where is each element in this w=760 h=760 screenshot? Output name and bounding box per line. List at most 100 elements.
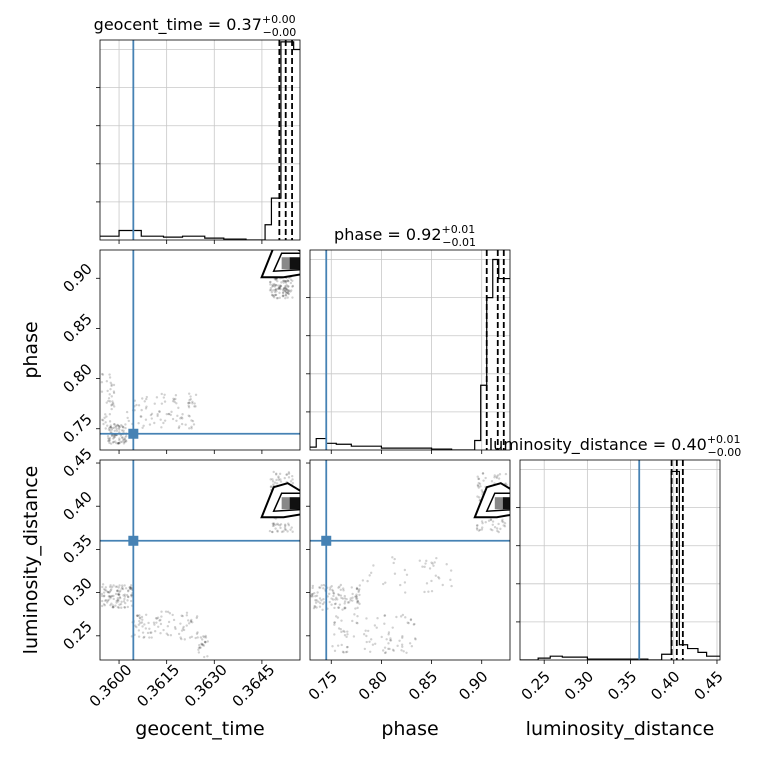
sample-point xyxy=(158,410,161,413)
sample-point xyxy=(268,289,272,292)
sample-point xyxy=(102,588,106,591)
sample-point xyxy=(206,640,209,643)
sample-point xyxy=(124,587,128,590)
sample-point xyxy=(122,425,125,429)
sample-point xyxy=(283,287,287,290)
sample-point xyxy=(500,520,504,523)
sample-point xyxy=(159,618,162,622)
sample-point xyxy=(102,591,106,594)
sample-point xyxy=(122,440,126,443)
sample-point xyxy=(284,288,288,291)
sample-point xyxy=(135,614,139,617)
sample-point xyxy=(289,281,293,285)
sample-point xyxy=(163,393,166,397)
histogram-step xyxy=(310,258,510,450)
sample-point xyxy=(191,400,194,404)
sample-point xyxy=(284,286,287,289)
panel-frame xyxy=(309,459,511,661)
sample-point xyxy=(271,530,274,534)
sample-point xyxy=(182,628,186,632)
sample-point xyxy=(477,486,480,489)
sample-point xyxy=(278,286,281,289)
sample-point xyxy=(187,406,191,409)
sample-point xyxy=(116,605,120,609)
sample-point xyxy=(318,605,322,608)
sample-point xyxy=(476,475,479,478)
sample-point xyxy=(189,395,192,398)
sample-point xyxy=(130,593,133,597)
sample-point xyxy=(272,295,275,298)
sample-point xyxy=(339,594,343,597)
sample-point xyxy=(138,619,141,623)
x-tick-label-geocent_time: 0.3600 xyxy=(86,661,136,711)
sample-point xyxy=(109,426,112,429)
sample-point xyxy=(195,632,199,635)
sample-point xyxy=(123,440,127,444)
sample-point xyxy=(333,633,336,636)
sample-point xyxy=(141,618,144,621)
sample-point xyxy=(364,629,367,632)
sample-point xyxy=(437,577,441,580)
sample-point xyxy=(354,607,357,610)
sample-point xyxy=(112,605,115,609)
sample-point xyxy=(328,592,331,596)
sample-point xyxy=(148,636,151,639)
sample-point xyxy=(101,599,104,603)
sample-point xyxy=(104,599,107,602)
sample-point xyxy=(160,402,164,405)
sample-point xyxy=(476,483,480,487)
sample-point xyxy=(366,579,369,583)
x-tick-label-phase: 0.75 xyxy=(305,667,341,703)
sample-point xyxy=(180,637,183,641)
sample-point xyxy=(311,593,314,596)
sample-point xyxy=(354,595,357,598)
sample-point xyxy=(145,395,149,399)
sample-point xyxy=(387,633,390,636)
sample-point xyxy=(141,625,144,628)
sample-point xyxy=(148,423,152,426)
sample-point xyxy=(355,597,358,600)
sample-point xyxy=(493,525,497,529)
sample-point xyxy=(355,595,358,598)
sample-point xyxy=(160,610,163,613)
histogram-panel-phase: phase = 0.92+0.01 −0.01 xyxy=(306,223,511,454)
sample-point xyxy=(113,423,116,426)
sample-point xyxy=(110,383,113,386)
y-axis-label-luminosity_distance: luminosity_distance xyxy=(20,466,42,655)
sample-point xyxy=(268,281,272,284)
sample-point xyxy=(198,660,200,662)
sample-point xyxy=(279,284,283,288)
sample-point xyxy=(121,436,124,439)
sample-point xyxy=(269,287,273,290)
sample-point xyxy=(111,441,115,444)
sample-point xyxy=(116,442,120,445)
sample-point xyxy=(185,611,189,614)
sample-point xyxy=(109,424,112,427)
sample-point xyxy=(272,523,275,526)
sample-point xyxy=(289,480,293,483)
sample-point xyxy=(311,586,314,590)
panel-title-sup: +0.01 xyxy=(707,433,741,446)
sample-point xyxy=(106,435,110,438)
sample-point xyxy=(346,633,349,636)
sample-point xyxy=(355,586,359,590)
density-bin xyxy=(281,257,290,270)
sample-point xyxy=(278,472,282,476)
sample-point xyxy=(491,520,495,523)
sample-point xyxy=(441,583,444,587)
sample-point xyxy=(343,600,347,603)
x-tick-label-luminosity_distance: 0.25 xyxy=(518,667,554,703)
sample-point xyxy=(287,471,291,474)
sample-point xyxy=(280,530,284,534)
sample-point xyxy=(333,621,336,624)
sample-point xyxy=(382,582,385,586)
sample-point xyxy=(167,620,171,624)
sample-point xyxy=(401,635,404,638)
sample-point xyxy=(402,650,405,653)
sample-point xyxy=(144,613,148,617)
sample-point xyxy=(119,602,123,606)
sample-point xyxy=(129,599,133,603)
sample-point xyxy=(269,283,272,286)
sample-point xyxy=(197,648,200,651)
y-tick-label-luminosity_distance: 0.40 xyxy=(59,488,95,524)
